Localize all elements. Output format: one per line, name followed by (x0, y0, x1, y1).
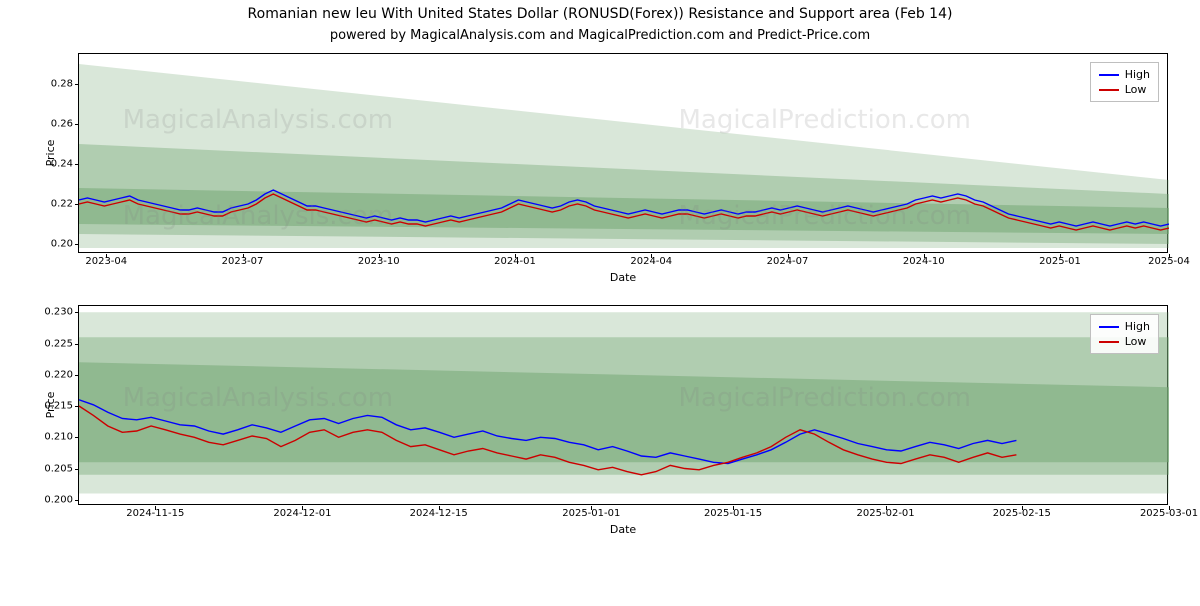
legend2-high-label: High (1125, 320, 1150, 333)
chart-1-legend: High Low (1090, 62, 1159, 102)
chart-1-plot (79, 54, 1169, 254)
x-tick-mark (1060, 254, 1061, 258)
legend-low-label: Low (1125, 83, 1147, 96)
x-tick-mark (1169, 506, 1170, 510)
y-tick-label: 0.225 (44, 338, 73, 349)
chart-2: Price Date High Low 0.2000.2050.2100.215… (78, 305, 1168, 505)
y-tick-mark (75, 312, 79, 313)
legend2-low-label: Low (1125, 335, 1147, 348)
chart-1-xlabel: Date (610, 271, 636, 284)
y-tick-mark (75, 164, 79, 165)
x-tick-mark (243, 254, 244, 258)
y-tick-mark (75, 344, 79, 345)
x-tick-mark (302, 506, 303, 510)
x-tick-mark (439, 506, 440, 510)
y-tick-mark (75, 124, 79, 125)
y-tick-label: 0.210 (44, 432, 73, 443)
y-tick-label: 0.200 (44, 494, 73, 505)
chart-1-wrap: Price Date High Low 0.200.220.240.260.28… (10, 53, 1190, 253)
x-tick-mark (155, 506, 156, 510)
y-tick-mark (75, 244, 79, 245)
y-tick-mark (75, 406, 79, 407)
y-tick-label: 0.26 (51, 119, 73, 130)
chart-2-xlabel: Date (610, 523, 636, 536)
page-title: Romanian new leu With United States Doll… (0, 6, 1200, 22)
x-tick-mark (1022, 506, 1023, 510)
x-tick-mark (924, 254, 925, 258)
y-tick-label: 0.205 (44, 463, 73, 474)
page-subtitle: powered by MagicalAnalysis.com and Magic… (0, 28, 1200, 43)
legend2-low: Low (1099, 334, 1150, 349)
legend-high-label: High (1125, 68, 1150, 81)
legend-high-swatch (1099, 74, 1119, 76)
y-tick-label: 0.24 (51, 159, 73, 170)
y-tick-mark (75, 375, 79, 376)
legend-low: Low (1099, 82, 1150, 97)
y-tick-label: 0.220 (44, 369, 73, 380)
chart-2-plot (79, 306, 1169, 506)
x-tick-mark (591, 506, 592, 510)
y-tick-label: 0.28 (51, 79, 73, 90)
x-tick-mark (651, 254, 652, 258)
legend2-high-swatch (1099, 326, 1119, 328)
y-tick-mark (75, 437, 79, 438)
x-tick-mark (1169, 254, 1170, 258)
chart-2-legend: High Low (1090, 314, 1159, 354)
y-tick-label: 0.20 (51, 239, 73, 250)
x-tick-mark (379, 254, 380, 258)
x-tick-mark (515, 254, 516, 258)
x-tick-mark (106, 254, 107, 258)
legend-high: High (1099, 67, 1150, 82)
chart-1: Price Date High Low 0.200.220.240.260.28… (78, 53, 1168, 253)
y-tick-label: 0.230 (44, 307, 73, 318)
y-tick-mark (75, 500, 79, 501)
y-tick-mark (75, 469, 79, 470)
chart-2-wrap: Price Date High Low 0.2000.2050.2100.215… (10, 305, 1190, 505)
x-tick-mark (733, 506, 734, 510)
y-tick-label: 0.22 (51, 199, 73, 210)
legend2-high: High (1099, 319, 1150, 334)
y-tick-mark (75, 204, 79, 205)
x-tick-mark (788, 254, 789, 258)
x-tick-mark (886, 506, 887, 510)
y-tick-mark (75, 84, 79, 85)
y-tick-label: 0.215 (44, 401, 73, 412)
legend-low-swatch (1099, 89, 1119, 91)
legend2-low-swatch (1099, 341, 1119, 343)
